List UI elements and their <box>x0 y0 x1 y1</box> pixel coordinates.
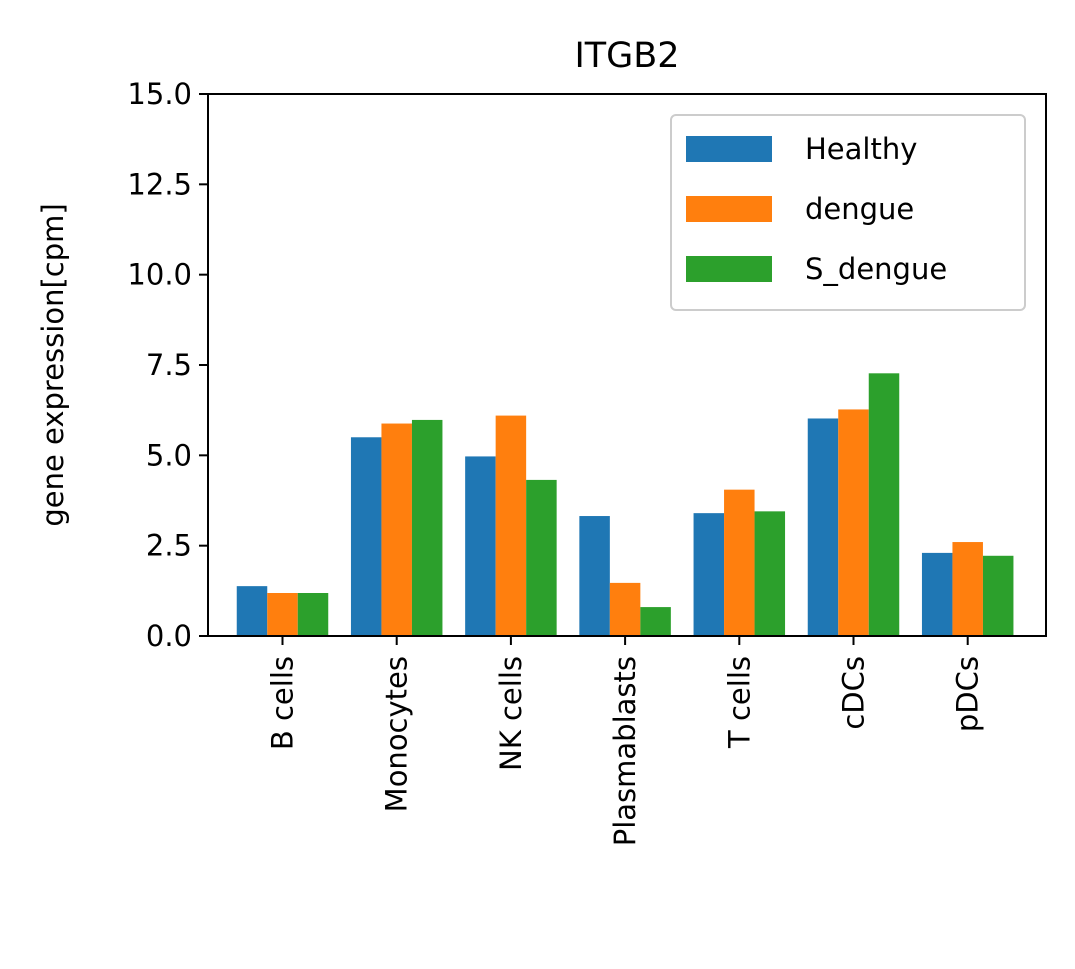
y-tick-label: 15.0 <box>127 77 192 111</box>
legend-swatch-healthy <box>686 136 772 162</box>
x-tick-label: B cells <box>266 656 300 750</box>
y-tick-label: 12.5 <box>127 167 192 201</box>
legend: Healthy dengue S_dengue <box>670 114 1026 311</box>
y-axis-label: gene expression[cpm] <box>36 203 70 526</box>
bar-healthy-pdcs <box>921 552 953 636</box>
bar-healthy-nk-cells <box>465 456 496 636</box>
x-tick-label: Monocytes <box>380 656 414 812</box>
bar-healthy-monocytes <box>350 437 382 636</box>
bar-healthy-t-cells <box>693 513 725 636</box>
bar-dengue-nk-cells <box>495 415 527 636</box>
legend-label-dengue: dengue <box>805 192 914 226</box>
x-axis: B cells Monocytes NK cells Plasmablasts T ce… <box>266 636 985 846</box>
bar-healthy-cdcs <box>807 418 839 636</box>
bar-dengue-pdcs <box>952 542 983 636</box>
legend-label-s-dengue: S_dengue <box>805 252 947 286</box>
bar-dengue-b-cells <box>267 593 298 636</box>
x-tick-label: cDCs <box>837 656 871 730</box>
bar-s-dengue-b-cells <box>297 593 329 636</box>
y-tick-label: 7.5 <box>146 348 192 382</box>
x-tick-label: pDCs <box>951 656 985 732</box>
bar-s-dengue-t-cells <box>754 511 786 636</box>
x-tick-label: Plasmablasts <box>608 656 642 846</box>
bar-dengue-cdcs <box>838 409 869 636</box>
bar-dengue-t-cells <box>724 489 755 636</box>
bar-s-dengue-pdcs <box>982 555 1014 636</box>
bar-dengue-plasmablasts <box>609 582 641 636</box>
legend-label-healthy: Healthy <box>805 132 917 166</box>
y-tick-label: 10.0 <box>127 258 192 292</box>
plot-frame <box>207 93 1047 637</box>
chart-title: ITGB2 <box>574 36 679 76</box>
bar-s-dengue-nk-cells <box>526 479 557 636</box>
bar-healthy-b-cells <box>236 586 268 636</box>
x-tick-label: T cells <box>722 656 756 749</box>
y-tick-label: 0.0 <box>146 619 192 653</box>
y-axis: 0.0 2.5 5.0 7.5 10.0 12.5 15.0 <box>127 77 208 653</box>
y-tick-label: 5.0 <box>146 438 192 472</box>
legend-swatch-s-dengue <box>686 256 772 282</box>
bar-dengue-monocytes <box>381 423 412 636</box>
x-tick-label: NK cells <box>494 656 528 771</box>
y-tick-label: 2.5 <box>146 529 192 563</box>
bar-s-dengue-plasmablasts <box>640 607 671 636</box>
legend-swatch-dengue <box>686 196 772 222</box>
bar-healthy-plasmablasts <box>579 516 610 636</box>
bars-group <box>236 373 1014 636</box>
bar-s-dengue-cdcs <box>868 373 900 636</box>
bar-s-dengue-monocytes <box>411 419 443 636</box>
